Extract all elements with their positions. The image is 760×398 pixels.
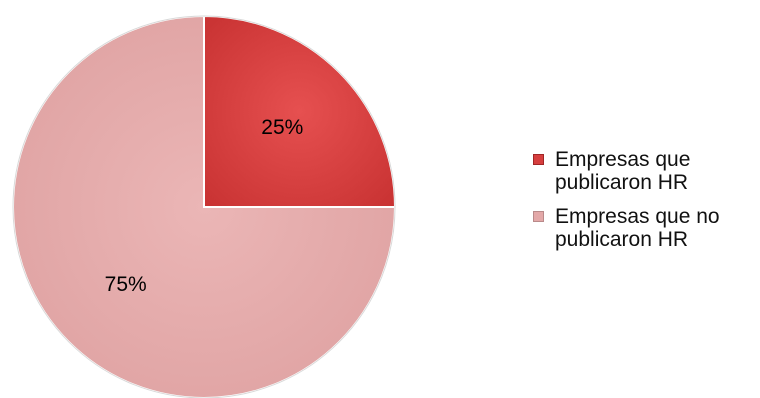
legend-label-published: Empresas que publicaron HR [555,148,691,194]
pie-slices [12,14,397,398]
legend-label-not-published: Empresas que no publicaron HR [555,205,720,251]
pie-data-labels: 25% 75% [105,116,304,296]
data-label-published: 25% [261,116,303,139]
legend-swatch-not-published [533,211,544,222]
pie-outline [12,15,396,398]
pie-slice-published[interactable] [203,14,397,208]
legend: Empresas que publicaron HR Empresas que … [533,148,758,262]
legend-item-published[interactable]: Empresas que publicaron HR [533,148,758,194]
data-label-not-published: 75% [105,273,147,296]
legend-item-not-published[interactable]: Empresas que no publicaron HR [533,205,758,251]
legend-swatch-published [533,154,544,165]
